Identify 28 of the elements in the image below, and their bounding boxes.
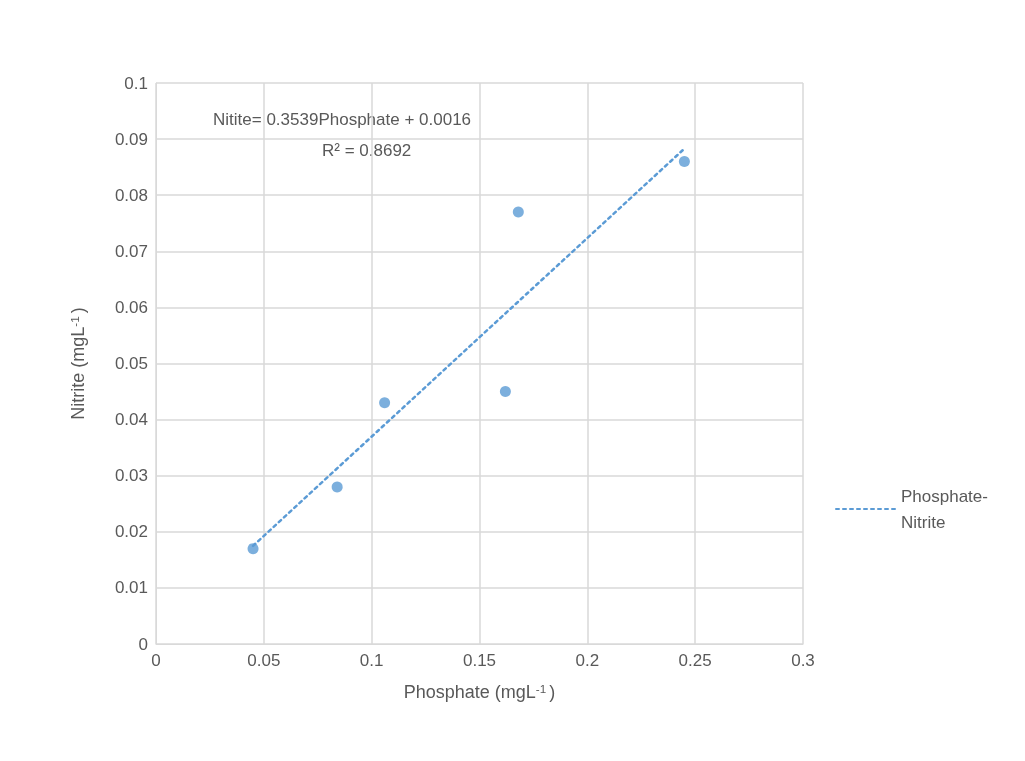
y-tick-label: 0.05 bbox=[114, 354, 148, 373]
y-tick-label: 0.1 bbox=[124, 73, 148, 93]
y-tick-label: 0 bbox=[138, 634, 148, 654]
y-axis-title: Nitrite (mgL-1) bbox=[67, 307, 88, 420]
y-tick-label: 0.04 bbox=[114, 410, 148, 430]
x-tick-label: 0.2 bbox=[575, 651, 600, 670]
point bbox=[499, 386, 511, 398]
y-tick-label: 0.06 bbox=[114, 297, 148, 317]
y-tick-label: 0.03 bbox=[114, 466, 148, 486]
point bbox=[678, 156, 690, 168]
x-tick-label: 0.3 bbox=[791, 651, 815, 670]
x-tick-label: 0.1 bbox=[359, 651, 384, 670]
point bbox=[512, 206, 524, 218]
x-tick-label: 0 bbox=[151, 651, 161, 670]
annotation: R² = 0.8692 bbox=[322, 141, 412, 160]
y-tick-label: 0.02 bbox=[114, 522, 148, 542]
y-tick-label: 0.07 bbox=[114, 241, 148, 261]
point bbox=[331, 481, 343, 493]
x-tick-label: 0.05 bbox=[247, 651, 281, 670]
x-tick-label: 0.25 bbox=[678, 651, 712, 670]
annotation: Nitite= 0.3539Phosphate + 0.0016 bbox=[213, 110, 472, 129]
x-tick-label: 0.15 bbox=[462, 651, 497, 670]
point bbox=[247, 543, 259, 555]
point bbox=[379, 397, 391, 409]
y-tick-label: 0.01 bbox=[114, 578, 148, 598]
y-tick-label: 0.08 bbox=[114, 185, 148, 205]
legend-label: Phosphate-Nitrite bbox=[901, 486, 988, 532]
y-tick-label: 0.09 bbox=[114, 129, 148, 149]
